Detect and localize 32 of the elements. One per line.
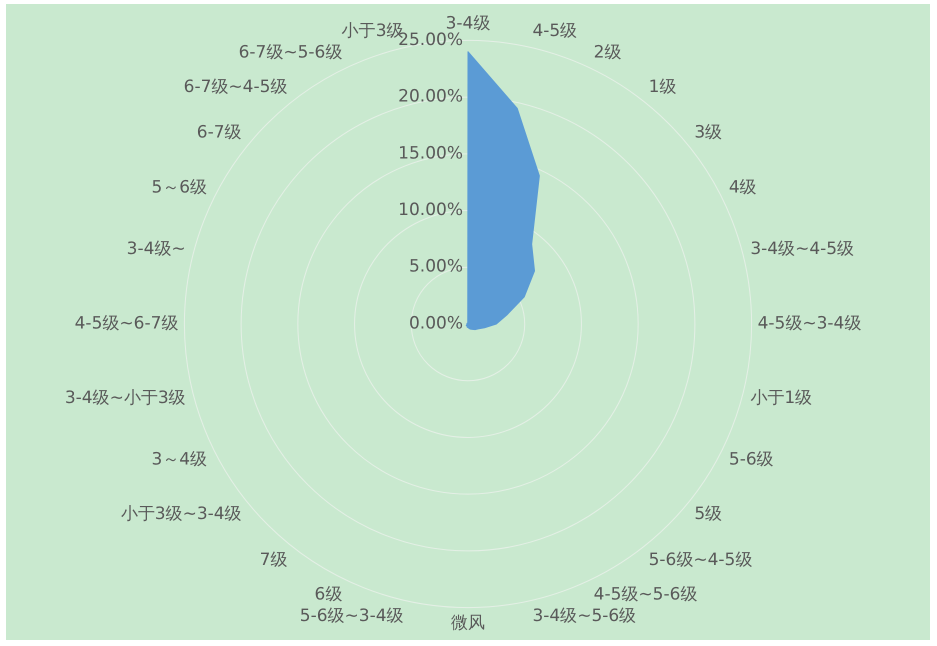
- spoke-label: 5-6级: [728, 449, 774, 470]
- spoke-label: 5～6级: [151, 178, 208, 198]
- spoke-label: 7级: [260, 550, 288, 570]
- spoke-label: 6-7级~5-6级: [238, 42, 342, 62]
- spoke-label: 3-4级~4-5级: [750, 238, 854, 259]
- spoke-label: 6级: [314, 584, 342, 605]
- spoke-label: 小于3级~3-4级: [120, 504, 242, 524]
- spoke-label: 4-5级: [532, 20, 578, 41]
- spoke-label: 6-7级: [196, 122, 242, 143]
- y-tick-label: 0.00%: [408, 313, 463, 334]
- spoke-label: 4-5级~3-4级: [758, 313, 862, 334]
- spoke-label: 3～4级: [151, 449, 208, 470]
- spoke-label: 4级: [728, 178, 757, 198]
- spoke-label: 3-4级~: [126, 238, 186, 259]
- spoke-label: 4-5级~6-7级: [74, 313, 178, 334]
- spoke-label: 3-4级~5-6级: [532, 606, 636, 626]
- spoke-label: 4-5级~5-6级: [594, 584, 698, 605]
- spoke-label: 1级: [648, 76, 676, 97]
- spoke-label: 3级: [694, 122, 722, 143]
- spoke-label: 5级: [694, 504, 722, 524]
- spoke-label: 5-6级~3-4级: [300, 606, 404, 626]
- spoke-label: 6-7级~4-5级: [184, 76, 288, 97]
- spoke-label: 微风: [451, 613, 485, 634]
- spoke-label: 3-4级~小于3级: [64, 388, 186, 408]
- y-tick-label: 10.00%: [398, 200, 463, 220]
- spoke-label: 3-4级: [446, 14, 490, 34]
- y-tick-label: 20.00%: [398, 86, 463, 107]
- spoke-label: 小于1级: [750, 388, 812, 408]
- y-tick-label: 15.00%: [398, 143, 463, 164]
- spoke-label: 5-6级~4-5级: [648, 550, 752, 570]
- y-tick-label: 5.00%: [408, 256, 463, 277]
- spoke-label: 2级: [594, 42, 622, 62]
